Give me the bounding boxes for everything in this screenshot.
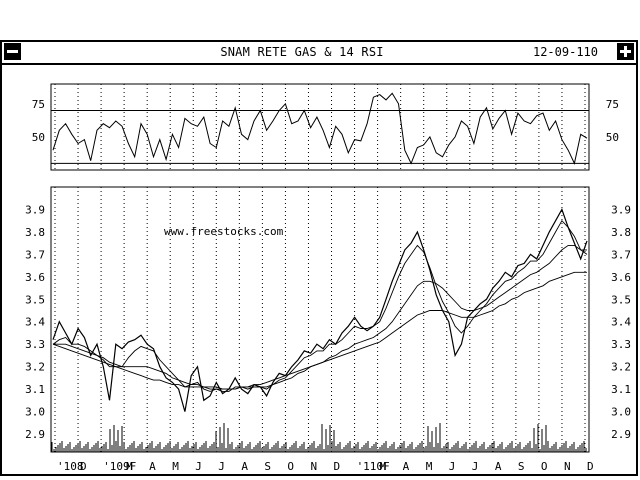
price-ytick-left: 3.7 — [25, 248, 45, 261]
x-tick-label: '108 — [57, 460, 84, 473]
x-tick-label: D — [80, 460, 87, 473]
x-tick-label: A — [241, 460, 248, 473]
x-tick-label: M — [380, 460, 387, 473]
x-tick-label: N — [310, 460, 317, 473]
price-ytick-right: 3.8 — [611, 226, 631, 239]
price-ytick-left: 3.5 — [25, 293, 45, 306]
price-frame — [50, 186, 590, 453]
x-tick-label: S — [518, 460, 525, 473]
title-bar: SNAM RETE GAS & 14 RSI 12-09-110 — [2, 42, 636, 65]
price-ytick-right: 3.9 — [611, 203, 631, 216]
rsi-ytick-left: 75 — [32, 98, 45, 111]
price-ytick-left: 2.9 — [25, 428, 45, 441]
x-tick-label: O — [541, 460, 548, 473]
x-tick-label: M — [172, 460, 179, 473]
price-ytick-right: 3.7 — [611, 248, 631, 261]
price-ytick-left: 3.1 — [25, 383, 45, 396]
moving-average-line-2 — [53, 244, 588, 390]
chart-window: SNAM RETE GAS & 14 RSI 12-09-110 — [0, 40, 638, 476]
x-tick-label: J — [195, 460, 202, 473]
price-ytick-left: 3.2 — [25, 361, 45, 374]
x-tick-label: J — [449, 460, 456, 473]
moving-average-line-3 — [52, 271, 587, 390]
rsi-panel: 75 75 50 50 — [32, 83, 619, 171]
rsi-ytick-right: 75 — [606, 98, 619, 111]
price-ytick-right: 3.6 — [611, 271, 631, 284]
volume-bars — [51, 423, 587, 452]
x-tick-label: S — [264, 460, 271, 473]
x-tick-label: D — [334, 460, 341, 473]
price-ytick-right: 2.9 — [611, 428, 631, 441]
moving-average-line-1 — [52, 219, 587, 392]
price-ytick-left: 3.6 — [25, 271, 45, 284]
price-ytick-left: 3.8 — [25, 226, 45, 239]
price-ytick-right: 3.5 — [611, 293, 631, 306]
price-line — [52, 208, 588, 412]
chart-title: SNAM RETE GAS & 14 RSI — [220, 45, 384, 59]
price-ytick-left: 3.9 — [25, 203, 45, 216]
rsi-ytick-right: 50 — [606, 131, 619, 144]
window-maximize-button[interactable] — [617, 43, 634, 60]
x-tick-label: A — [495, 460, 502, 473]
price-ytick-right: 3.3 — [611, 338, 631, 351]
watermark-text: www.freestocks.com — [164, 225, 284, 238]
price-ytick-right: 3.1 — [611, 383, 631, 396]
window-menu-button[interactable] — [4, 43, 21, 60]
window-maximize-icon — [624, 46, 627, 57]
x-tick-label: N — [564, 460, 571, 473]
x-tick-label: O — [287, 460, 294, 473]
x-tick-label: M — [426, 460, 433, 473]
x-tick-label: J — [218, 460, 225, 473]
x-tick-label: A — [149, 460, 156, 473]
price-ytick-right: 3.0 — [611, 406, 631, 419]
rsi-line — [52, 92, 588, 165]
price-ytick-left: 3.3 — [25, 338, 45, 351]
x-tick-label: J — [472, 460, 479, 473]
price-ytick-left: 3.4 — [25, 316, 45, 329]
x-tick-label: '110F — [357, 460, 390, 473]
window-menu-icon — [7, 50, 18, 53]
rsi-ytick-left: 50 — [32, 131, 45, 144]
price-ytick-right: 3.4 — [611, 316, 631, 329]
x-tick-label: '109F — [103, 460, 136, 473]
chart-date: 12-09-110 — [532, 45, 598, 59]
price-ytick-right: 3.2 — [611, 361, 631, 374]
x-tick-label: D — [587, 460, 594, 473]
x-tick-label: A — [403, 460, 410, 473]
rsi-frame — [50, 83, 590, 171]
x-tick-label: M — [126, 460, 133, 473]
price-ytick-left: 3.0 — [25, 406, 45, 419]
